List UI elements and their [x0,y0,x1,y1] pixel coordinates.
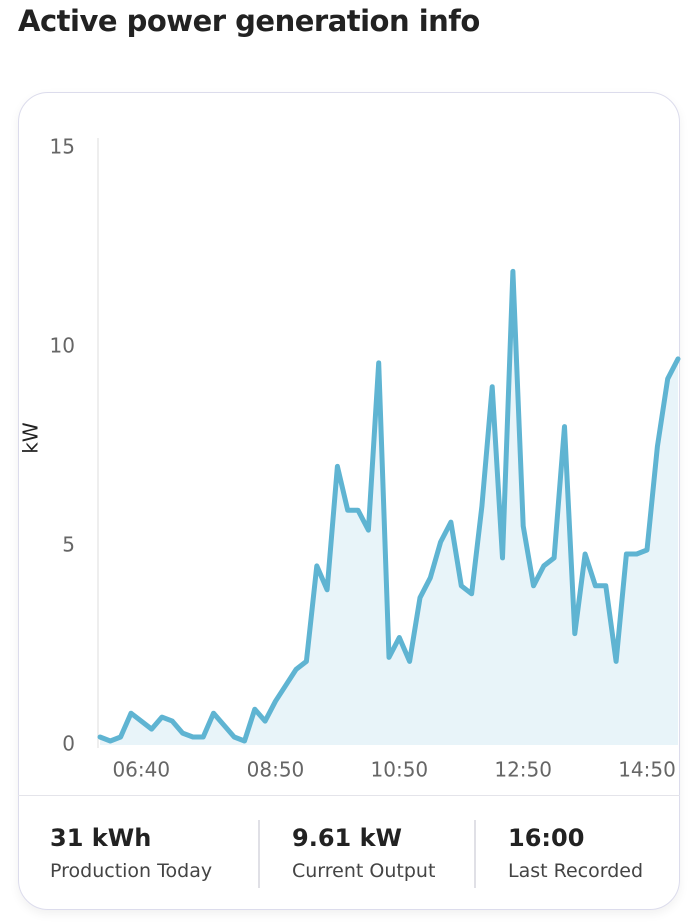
divider [258,820,260,888]
stat-value: 9.61 kW [292,824,403,852]
y-tick-label: 10 [50,334,75,358]
page-title: Active power generation info [18,4,480,38]
line [97,268,681,744]
stat: 31 kWh Production Today [50,824,212,882]
stat-value: 31 kWh [50,824,152,852]
stat-value: 16:00 [508,824,585,852]
divider [474,820,476,888]
x-tick-label: 08:50 [247,758,305,782]
y-tick-label: 15 [50,135,75,159]
y-tick-label: 5 [62,533,75,557]
x-tick-label: 12:50 [494,758,552,782]
x-tick-label: 10:50 [371,758,429,782]
y-tick-label: 0 [62,732,75,756]
stat-label: Production Today [50,860,213,882]
chart-card [18,92,680,910]
x-tick-label: 06:40 [112,758,170,782]
x-tick-label: 14:50 [618,758,676,782]
stat-label: Current Output [292,860,436,882]
stats-footer: 31 kWh Production Today 9.61 kW Current Ou… [18,795,680,910]
y-axis-label: kW [19,422,43,454]
area [100,271,678,745]
stat: 9.61 kW Current Output [292,824,435,882]
stat: 16:00 Last Recorded [508,824,643,882]
stat-label: Last Recorded [508,860,644,882]
